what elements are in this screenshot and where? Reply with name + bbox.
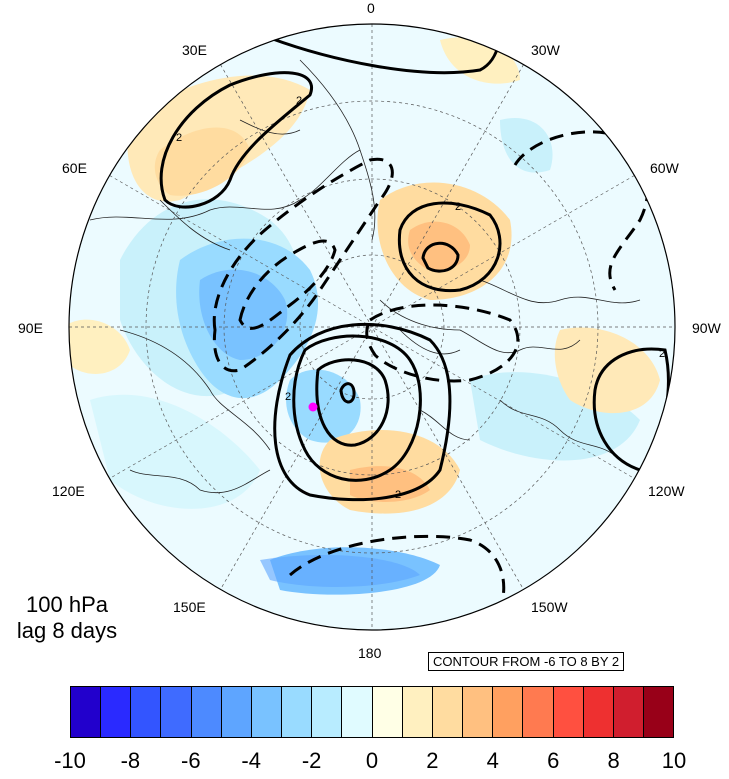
lon-label-90w: 90W <box>692 320 721 336</box>
colorbar-cell <box>251 687 283 737</box>
contour-label: 2 <box>659 348 665 360</box>
colorbar-tick-label: 2 <box>426 748 439 773</box>
colorbar-cell <box>161 687 192 737</box>
lon-label-90e: 90E <box>18 320 43 336</box>
lon-label-120e: 120E <box>52 483 85 499</box>
colorbar-tick-label: -2 <box>301 748 322 773</box>
lon-label-60e: 60E <box>62 160 87 176</box>
colorbar-cell <box>613 687 644 737</box>
colorbar-cell <box>493 687 524 737</box>
colorbar-cell <box>71 687 102 737</box>
colorbar-cell <box>553 687 584 737</box>
lon-label-120w: 120W <box>648 483 685 499</box>
contour-info-box: CONTOUR FROM -6 TO 8 BY 2 <box>428 652 625 671</box>
colorbar-cell <box>523 687 554 737</box>
colorbar-cell <box>463 687 494 737</box>
lon-label-180: 180 <box>358 645 382 661</box>
polar-map: 2 2 2 2 2 2 <box>68 23 676 631</box>
map-outline <box>68 23 676 631</box>
plot-title: 100 hPa lag 8 days <box>2 592 132 644</box>
colorbar-tick-label: 4 <box>486 748 499 773</box>
lon-label-30e: 30E <box>182 42 207 58</box>
lag-label: lag 8 days <box>16 618 118 643</box>
colorbar-cell <box>221 687 252 737</box>
colorbar <box>70 686 674 738</box>
contour-label: 2 <box>395 489 401 501</box>
colorbar-tick-label: 6 <box>547 748 560 773</box>
lon-label-30w: 30W <box>531 42 560 58</box>
colorbar-tick-label: -8 <box>120 748 141 773</box>
colorbar-cell <box>432 687 464 737</box>
lon-label-60w: 60W <box>650 160 679 176</box>
colorbar-tick-label: 0 <box>365 748 379 773</box>
colorbar-cell <box>131 687 162 737</box>
colorbar-labels: -10 -8 -6 -4 -2 0 2 4 6 8 10 <box>54 748 686 776</box>
lon-label-0: 0 <box>367 0 375 16</box>
colorbar-cell <box>282 687 313 737</box>
lon-label-150e: 150E <box>173 599 206 615</box>
lon-label-150w: 150W <box>531 599 568 615</box>
colorbar-cell <box>643 687 674 737</box>
colorbar-cell <box>191 687 222 737</box>
contour-label: 2 <box>455 201 461 213</box>
colorbar-cell <box>342 687 373 737</box>
contour-label: 2 <box>296 95 302 107</box>
level-label: 100 hPa <box>26 592 108 617</box>
colorbar-cell <box>402 687 433 737</box>
coastlines <box>89 59 641 494</box>
colorbar-tick-label: 10 <box>661 748 687 773</box>
contour-label: 2 <box>285 391 291 403</box>
colorbar-cell <box>312 687 343 737</box>
contour-label: 2 <box>176 132 182 144</box>
colorbar-cell <box>583 687 614 737</box>
location-marker <box>308 402 318 412</box>
contour-labels: 2 2 2 2 2 2 <box>176 95 665 501</box>
colorbar-cell <box>372 687 403 737</box>
graticule <box>69 24 675 630</box>
colorbar-cell <box>101 687 132 737</box>
colorbar-tick-label: -4 <box>241 748 261 773</box>
colorbar-tick-label: -10 <box>54 748 86 773</box>
colorbar-tick-label: 8 <box>607 748 620 773</box>
colorbar-tick-label: -6 <box>181 748 201 773</box>
